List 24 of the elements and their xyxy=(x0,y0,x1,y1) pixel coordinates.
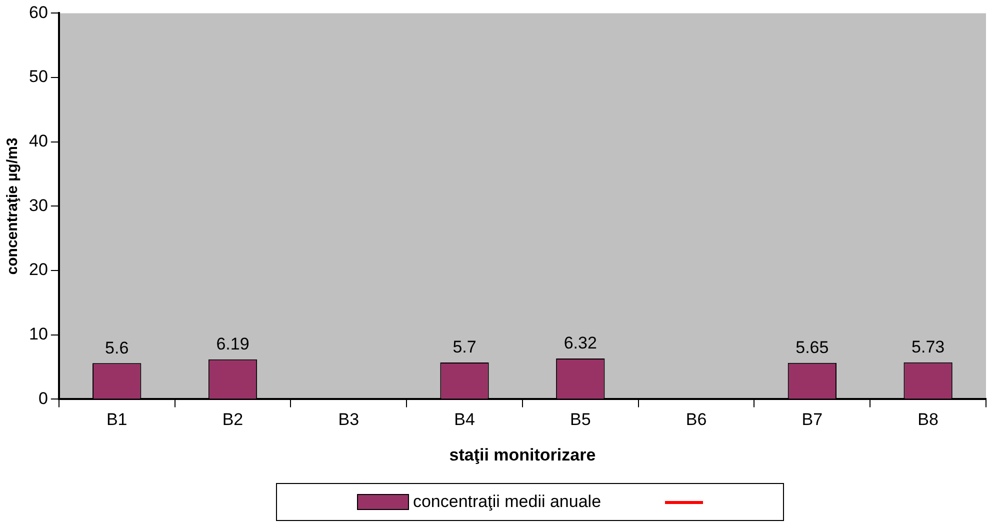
y-axis-title: concentraţie µg/m3 xyxy=(4,138,22,275)
y-tick-label: 20 xyxy=(28,260,48,280)
data-label: 5.7 xyxy=(452,338,476,357)
y-tick-label: 0 xyxy=(38,388,48,408)
x-axis-title: staţii monitorizare xyxy=(449,445,596,464)
x-tick-label: B4 xyxy=(454,410,475,430)
data-label: 5.6 xyxy=(105,338,129,358)
y-tick-label: 30 xyxy=(28,196,48,215)
y-tick-label: 60 xyxy=(28,2,48,22)
y-tick-label: 50 xyxy=(28,67,48,86)
y-tick-label: 40 xyxy=(28,132,48,151)
data-label: 5.73 xyxy=(912,338,945,357)
x-tick-label: B1 xyxy=(106,410,128,430)
x-tick-label: B7 xyxy=(802,410,823,430)
y-tick-label: 10 xyxy=(28,324,48,344)
data-label: 5.65 xyxy=(796,338,829,358)
x-tick-label: B8 xyxy=(918,410,938,430)
x-tick-label: B3 xyxy=(338,410,360,430)
x-tick-label: B5 xyxy=(570,410,591,430)
legend-label: concentraţii medii anuale xyxy=(412,492,602,512)
x-tick-label: B2 xyxy=(222,410,244,430)
data-label: 6.32 xyxy=(564,334,597,353)
data-label: 6.19 xyxy=(216,334,250,354)
x-tick-label: B6 xyxy=(686,410,707,430)
